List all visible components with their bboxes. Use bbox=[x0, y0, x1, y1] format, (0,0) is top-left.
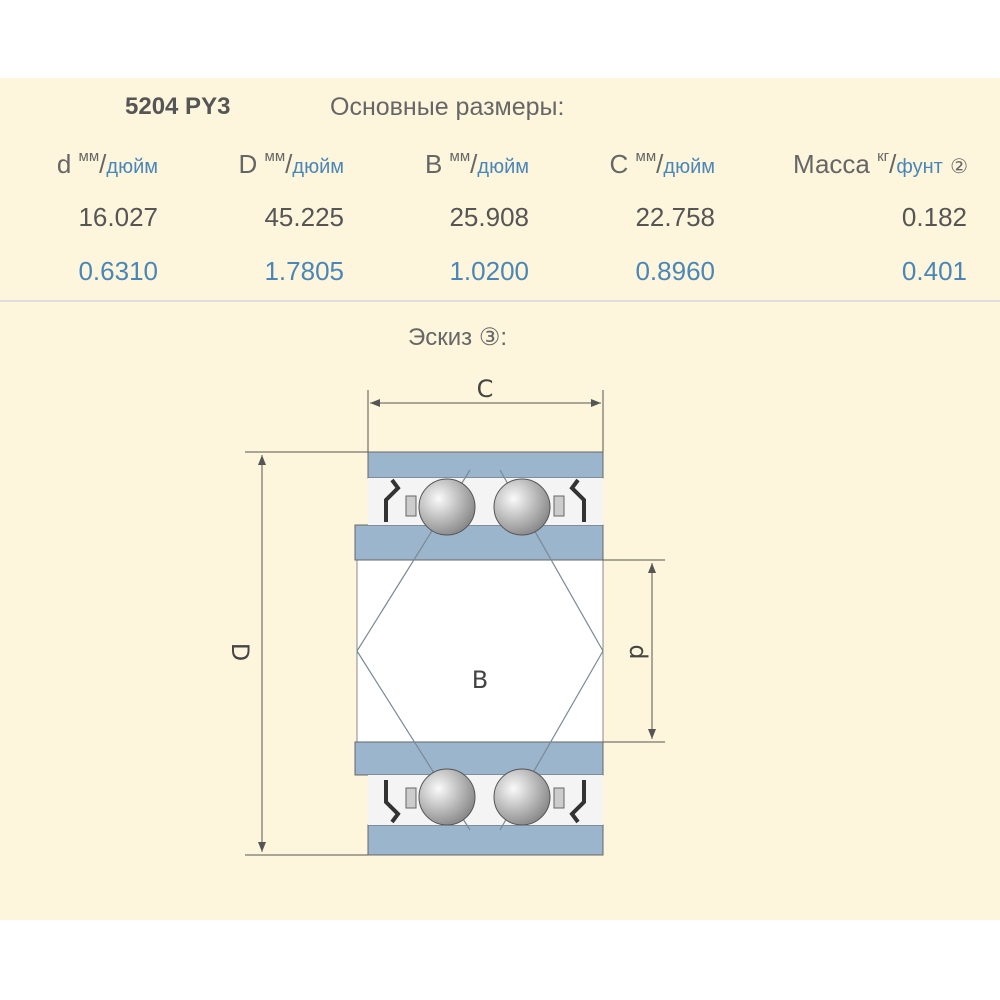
header-C: C мм/дюйм bbox=[609, 148, 715, 179]
header-mass: Масса кг/фунт ② bbox=[793, 148, 968, 179]
seals bbox=[384, 478, 586, 824]
section-title: Основные размеры: bbox=[330, 93, 565, 121]
divider bbox=[0, 300, 1000, 302]
label-B: B bbox=[472, 666, 488, 694]
header-D: D мм/дюйм bbox=[238, 148, 344, 179]
value-D-inch: 1.7805 bbox=[264, 256, 344, 286]
sketch-title: Эскиз ③: bbox=[408, 324, 508, 351]
value-D-mm: 45.225 bbox=[264, 202, 344, 232]
label-C: C bbox=[477, 375, 494, 403]
label-D: D bbox=[226, 643, 254, 661]
value-mass-lb: 0.401 bbox=[901, 256, 967, 286]
value-B-mm: 25.908 bbox=[449, 202, 529, 232]
header-d: d мм/дюйм bbox=[56, 148, 158, 179]
value-d-inch: 0.6310 bbox=[78, 256, 158, 286]
value-mass-kg: 0.182 bbox=[901, 202, 967, 232]
balls bbox=[418, 478, 551, 826]
product-code: 5204 PY3 bbox=[125, 93, 231, 120]
value-C-inch: 0.8960 bbox=[635, 256, 715, 286]
header-B: B мм/дюйм bbox=[424, 148, 529, 179]
value-d-mm: 16.027 bbox=[78, 202, 158, 232]
rings bbox=[354, 451, 604, 856]
value-C-mm: 22.758 bbox=[635, 202, 715, 232]
label-d: d bbox=[624, 644, 652, 659]
value-B-inch: 1.0200 bbox=[449, 256, 529, 286]
